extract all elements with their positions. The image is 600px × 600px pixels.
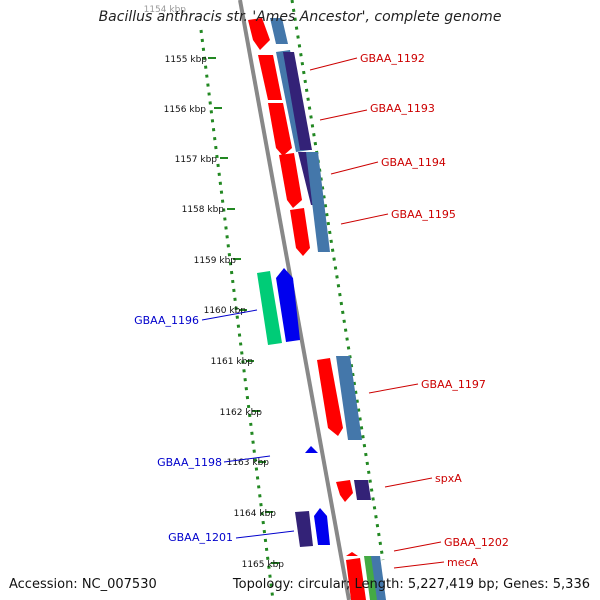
map-title: Bacillus anthracis str. 'Ames Ancestor',… — [98, 9, 502, 25]
feature-block-gbaa-1193 — [268, 103, 292, 156]
label-gbaa-1195: GBAA_1195 — [391, 208, 456, 221]
leader-gbaa-1195 — [340, 213, 389, 225]
tick-label-1155: 1155 kbp — [165, 55, 208, 65]
feature-labels: GBAA_1192 GBAA_1193 GBAA_1194 GBAA_1195 … — [134, 52, 509, 569]
leader-gbaa-1193 — [319, 109, 368, 121]
tick-label-1157: 1157 kbp — [175, 155, 218, 165]
tick-label-1161: 1161 kbp — [211, 357, 254, 367]
tick-label-1158: 1158 kbp — [182, 205, 225, 215]
orf-block-top — [270, 18, 288, 44]
leader-gbaa-1194 — [330, 161, 379, 175]
feature-block-gbaa-1194 — [279, 153, 302, 208]
orf-block-gbaa-1197 — [336, 356, 362, 440]
label-meca: mecA — [447, 556, 479, 569]
label-gbaa-1201: GBAA_1201 — [168, 531, 233, 544]
accession-text: Accession: NC_007530 — [9, 577, 157, 592]
label-gbaa-1193: GBAA_1193 — [370, 102, 435, 115]
feature-block-gbaa-1196-green — [257, 271, 282, 345]
tick-label-1165: 1165 kbp — [242, 560, 285, 570]
feature-block-gbaa-1192 — [258, 55, 282, 100]
feature-block-gbaa-1195 — [290, 208, 310, 256]
feature-block-top-red — [248, 18, 270, 50]
tick-label-1163: 1163 kbp — [227, 458, 270, 468]
feature-block-spxa — [336, 480, 353, 502]
label-gbaa-1192: GBAA_1192 — [360, 52, 425, 65]
label-gbaa-1196: GBAA_1196 — [134, 314, 199, 327]
feature-block-gbaa-1201-blue — [314, 508, 330, 545]
orf-block-gbaa-1193 — [283, 52, 312, 150]
label-gbaa-1197: GBAA_1197 — [421, 378, 486, 391]
label-spxa: spxA — [435, 472, 462, 485]
orf-block-meca-blue — [371, 556, 386, 600]
tick-label-1160: 1160 kbp — [204, 306, 247, 316]
feature-block-gbaa-1201-dark — [295, 511, 313, 547]
orf-block-gbaa-1195 — [306, 152, 330, 252]
tick-label-1164: 1164 kbp — [234, 509, 277, 519]
leader-gbaa-1196 — [201, 309, 258, 321]
leader-gbaa-1201 — [235, 530, 295, 539]
outer-track-dotted-line — [199, 29, 275, 600]
label-gbaa-1198: GBAA_1198 — [157, 456, 222, 469]
feature-block-meca — [346, 558, 366, 600]
leader-meca — [393, 561, 445, 569]
inner-track-dotted-line — [290, 0, 385, 561]
feature-block-gbaa-1196-blue — [276, 268, 300, 342]
tick-label-1159: 1159 kbp — [194, 256, 237, 266]
leader-gbaa-1197 — [368, 383, 419, 394]
tick-label-1154: 1154 kbp — [144, 5, 187, 15]
label-gbaa-1194: GBAA_1194 — [381, 156, 446, 169]
kbp-ruler: 1154 kbp 1155 kbp 1156 kbp 1157 kbp 1158… — [144, 5, 285, 570]
leader-spxa — [384, 477, 433, 488]
feature-block-gbaa-1198 — [305, 446, 318, 453]
feature-blocks — [238, 0, 386, 600]
orf-block-spxa — [354, 480, 371, 500]
leader-gbaa-1202 — [393, 541, 442, 552]
feature-block-gbaa-1202 — [346, 552, 358, 556]
tick-label-1156: 1156 kbp — [164, 105, 207, 115]
tick-label-1162: 1162 kbp — [220, 408, 263, 418]
label-gbaa-1202: GBAA_1202 — [444, 536, 509, 549]
genome-summary-text: Topology: circular; Length: 5,227,419 bp… — [232, 577, 590, 592]
feature-block-gbaa-1197 — [317, 358, 343, 436]
leader-gbaa-1192 — [309, 57, 358, 71]
leader-gbaa-1198 — [223, 455, 271, 463]
